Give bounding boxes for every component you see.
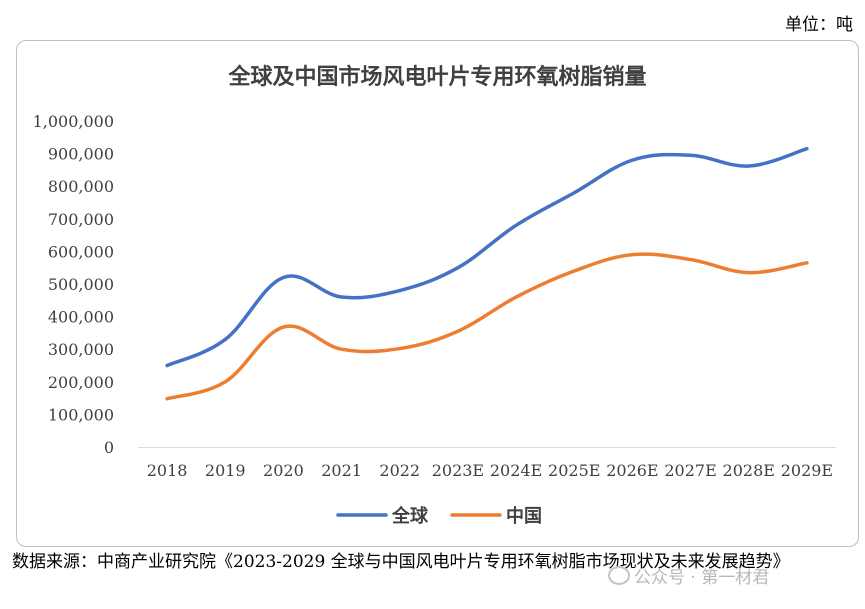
x-tick-label: 2022 [379,461,420,480]
y-tick-label: 900,000 [48,145,114,164]
chart-title: 全球及中国市场风电叶片专用环氧树脂销量 [228,64,647,90]
y-tick-label: 800,000 [48,177,114,196]
x-tick-label: 2028E [723,461,775,480]
watermark: 公众号 · 第一材君 [608,563,769,588]
series-line [165,252,809,401]
unit-label: 单位：吨 [785,15,853,35]
series-line [165,146,809,368]
x-tick-label: 2021 [321,461,362,480]
y-tick-label: 600,000 [48,242,114,261]
y-tick-label: 700,000 [48,210,114,229]
y-tick-label: 500,000 [48,275,114,294]
x-tick-label: 2023E [432,461,484,480]
y-tick-label: 200,000 [48,373,114,392]
source-note: 数据来源：中商产业研究院《2023-2029 全球与中国风电叶片专用环氧树脂市场… [12,552,790,572]
wechat-icon [608,566,630,585]
y-tick-label: 0 [104,438,114,457]
x-tick-label: 2020 [263,461,304,480]
y-tick-label: 100,000 [48,405,114,424]
x-tick-label: 2025E [548,461,600,480]
y-tick-label: 400,000 [48,308,114,327]
x-tick-label: 2024E [490,461,542,480]
y-tick-label: 1,000,000 [33,112,114,131]
legend-label: 全球 [391,505,429,527]
x-tick-label: 2029E [781,461,833,480]
watermark-text: 公众号 · 第一材君 [634,568,770,588]
y-tick-label: 300,000 [48,340,114,359]
x-tick-label: 2019 [205,461,246,480]
x-tick-label: 2027E [664,461,716,480]
x-tick-label: 2026E [606,461,658,480]
x-tick-label: 2018 [147,461,188,480]
legend-label: 中国 [506,505,542,527]
chart-frame: 全球及中国市场风电叶片专用环氧树脂销量 [16,40,859,547]
